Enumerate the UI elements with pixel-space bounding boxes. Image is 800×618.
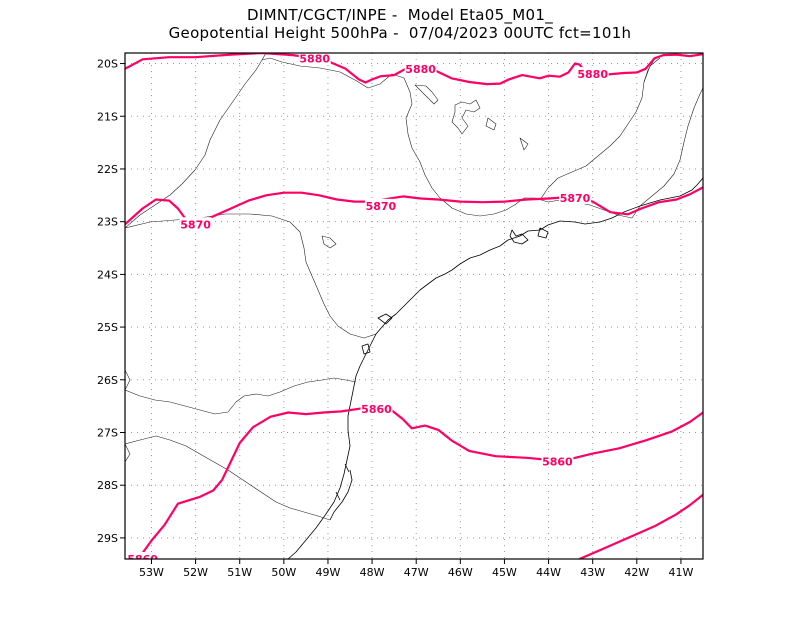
- y-tick-label: 26S: [97, 374, 118, 387]
- reservoir-outline: [451, 99, 497, 135]
- country-border-west: [125, 369, 131, 463]
- contour-label-background: [298, 53, 331, 65]
- state-border-rj-mg: [539, 57, 661, 201]
- y-tick-label: 23S: [97, 216, 118, 229]
- map-title-line-2: Geopotential Height 500hPa - 07/04/2023 …: [168, 24, 632, 42]
- state-border-sc-rs: [125, 435, 331, 521]
- contour-label-background: [404, 61, 437, 75]
- reservoir-outline: [321, 137, 529, 249]
- contour-line-5860: [578, 493, 703, 559]
- reservoir-outline: [414, 84, 439, 105]
- axis-labels: 53W 52W 51W 50W 49W 48W 47W 46W 45W 44W 43W 42W 41W 2…: [97, 58, 693, 579]
- state-border-es: [631, 87, 703, 219]
- x-tick-label: 42W: [624, 566, 649, 579]
- contour-label: 5870: [560, 192, 591, 205]
- contour-label-background: [360, 401, 393, 415]
- y-tick-label: 28S: [97, 479, 118, 492]
- island-outline: [361, 313, 393, 355]
- map-frame: [124, 52, 704, 560]
- x-tick-label: 51W: [227, 566, 252, 579]
- bay-outline: [509, 227, 549, 245]
- contour-label-background: [559, 190, 592, 204]
- x-tick-label: 45W: [492, 566, 517, 579]
- state-border-sp-mg: [125, 57, 633, 229]
- contour-label: 5870: [366, 200, 397, 213]
- x-tick-label: 44W: [536, 566, 561, 579]
- y-tick-label: 21S: [97, 110, 118, 123]
- graticule-grid: [125, 53, 703, 559]
- x-tick-label: 52W: [183, 566, 208, 579]
- y-tick-label: 25S: [97, 321, 118, 334]
- y-tick-label: 20S: [97, 58, 118, 71]
- contour-lines: 5880 5880 5880 5870 5870 5870 5860 5860 5860: [125, 52, 703, 566]
- contour-label-background: [364, 198, 397, 212]
- y-tick-label: 24S: [97, 268, 118, 281]
- coastline: [287, 177, 703, 559]
- state-border-pr-sp: [125, 213, 377, 339]
- lagoon-outline: [329, 463, 353, 521]
- x-tick-label: 53W: [139, 566, 164, 579]
- contour-label: 5870: [180, 218, 211, 231]
- contour-label: 5860: [361, 403, 392, 416]
- x-tick-label: 43W: [580, 566, 605, 579]
- map-title-line-1: DIMNT/CGCT/INPE - Model Eta05_M01_: [247, 6, 553, 24]
- contour-label-background: [541, 454, 574, 468]
- contour-label: 5860: [127, 553, 158, 566]
- contour-line-5860: [137, 405, 703, 559]
- y-tick-label: 29S: [97, 532, 118, 545]
- y-tick-label: 27S: [97, 427, 118, 440]
- contour-line-5870: [125, 186, 703, 226]
- x-tick-label: 48W: [360, 566, 385, 579]
- contour-label: 5880: [299, 52, 330, 65]
- political-boundaries: [125, 53, 703, 559]
- x-tick-label: 46W: [448, 566, 473, 579]
- contour-label-background: [179, 217, 212, 231]
- contour-label: 5880: [405, 63, 436, 76]
- contour-label: 5880: [577, 68, 608, 81]
- x-tick-label: 47W: [404, 566, 429, 579]
- x-tick-label: 49W: [316, 566, 341, 579]
- contour-label: 5860: [542, 455, 573, 468]
- y-tick-label: 22S: [97, 163, 118, 176]
- contour-label-background: [576, 67, 609, 81]
- contour-label-background: [126, 552, 159, 559]
- state-border-pr-sc: [125, 377, 357, 415]
- x-tick-label: 50W: [271, 566, 296, 579]
- x-tick-label: 41W: [669, 566, 694, 579]
